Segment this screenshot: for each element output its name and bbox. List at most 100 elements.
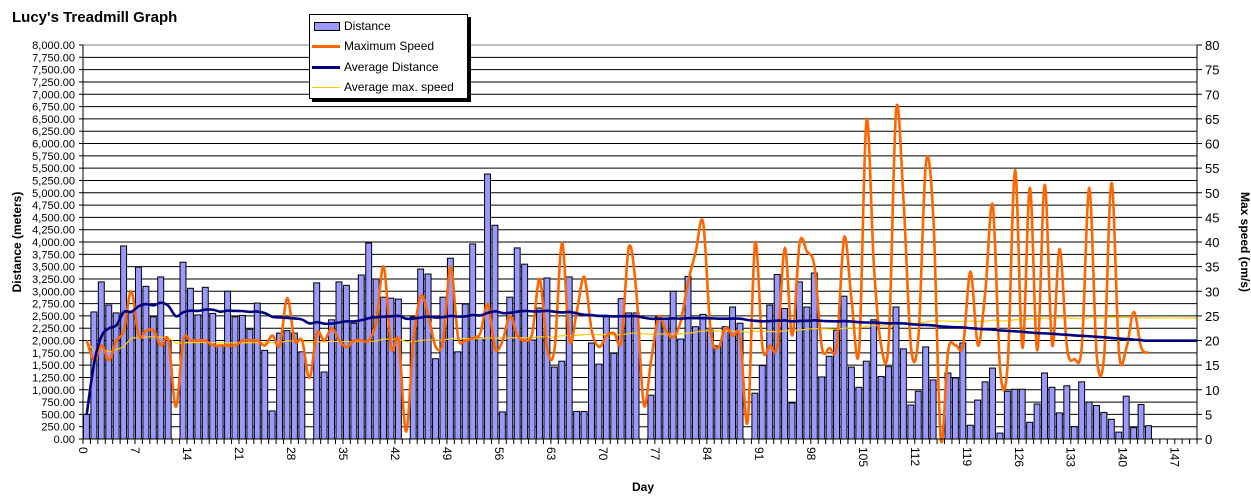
x-tick-label: 7 [128, 447, 142, 454]
distance-bar [1018, 388, 1026, 440]
x-tick-label: 84 [700, 447, 714, 461]
distance-bar [773, 274, 781, 440]
distance-bar [1033, 403, 1041, 440]
y-tick-label: 2,500.00 [32, 311, 75, 323]
y2-tick-label: 60 [1205, 137, 1219, 152]
y2-tick-label: 5 [1205, 407, 1212, 422]
y2-tick-label: 15 [1205, 358, 1219, 373]
x-tick-label: 147 [1168, 447, 1182, 467]
x-tick-label: 126 [1012, 447, 1026, 467]
distance-bar [803, 306, 811, 440]
y2-tick-label: 40 [1205, 235, 1219, 250]
distance-bar [498, 411, 506, 440]
distance-bar [1130, 427, 1138, 440]
distance-bar [432, 358, 439, 440]
avg-distance-line [85, 301, 1198, 415]
orange-line-icon [312, 40, 340, 52]
legend-label: Average Distance [344, 60, 439, 74]
y2-tick-label: 65 [1205, 112, 1219, 127]
distance-bar [550, 366, 558, 440]
distance-bar [313, 282, 321, 440]
x-tick-label: 63 [544, 447, 558, 461]
distance-bar [521, 263, 529, 440]
distance-bar [461, 303, 469, 440]
y2-tick-label: 75 [1205, 63, 1219, 78]
distance-bar [194, 314, 202, 440]
y-tick-label: 7,750.00 [32, 52, 75, 64]
y-tick-label: 6,000.00 [32, 139, 75, 151]
y-tick-label: 1,750.00 [32, 348, 75, 360]
y2-axis-title: Max speed (cm/s) [1238, 192, 1251, 292]
distance-bar [580, 410, 588, 440]
distance-bar [558, 360, 566, 440]
y-tick-label: 3,750.00 [32, 249, 75, 261]
y2-tick-label: 10 [1205, 383, 1219, 398]
y-tick-label: 750.00 [41, 397, 75, 409]
distance-bar [536, 307, 543, 440]
distance-bar [922, 346, 930, 440]
y-tick-label: 4,500.00 [32, 212, 75, 224]
distance-bar [127, 310, 135, 440]
y-tick-label: 5,750.00 [32, 151, 75, 163]
y-tick-label: 3,500.00 [32, 262, 75, 274]
distance-bar [134, 266, 142, 440]
distance-bar [424, 273, 432, 440]
distance-bar [951, 377, 959, 440]
distance-bar [588, 342, 595, 440]
distance-bar [669, 290, 677, 440]
distance-bar [1137, 404, 1145, 440]
y-axis-title: Distance (meters) [10, 192, 24, 293]
y-tick-label: 250.00 [41, 422, 75, 434]
y-tick-label: 500.00 [41, 409, 75, 421]
y-tick-label: 4,750.00 [32, 200, 75, 212]
y-tick-label: 2,000.00 [32, 336, 75, 348]
distance-bar [97, 281, 105, 440]
legend: Distance Maximum Speed Average Distance … [309, 14, 468, 99]
distance-bar [847, 366, 855, 440]
y2-tick-label: 25 [1205, 309, 1219, 324]
distance-bar [268, 410, 276, 440]
distance-bar [528, 339, 536, 440]
distance-bar [766, 304, 774, 440]
distance-bar [513, 247, 521, 440]
distance-bar [996, 432, 1004, 440]
y-tick-label: 6,750.00 [32, 102, 75, 114]
legend-item-distance: Distance [312, 16, 391, 36]
x-axis-title: Day [632, 480, 654, 494]
x-tick-label: 0 [76, 447, 90, 454]
distance-bar [818, 376, 826, 440]
distance-bar [758, 365, 766, 440]
distance-bar [320, 371, 328, 440]
distance-bar [261, 349, 269, 440]
distance-bar [610, 352, 618, 440]
distance-bar [1003, 390, 1011, 440]
distance-bar [892, 306, 900, 440]
distance-bar [342, 284, 350, 440]
chart-title: Lucy's Treadmill Graph [12, 9, 178, 26]
distance-bar [1041, 372, 1048, 440]
distance-bar [1107, 418, 1115, 440]
y-tick-label: 1,000.00 [32, 385, 75, 397]
distance-bar [246, 328, 254, 440]
y-tick-label: 0.00 [54, 434, 75, 446]
y-tick-label: 6,250.00 [32, 126, 75, 138]
distance-bar [929, 379, 937, 440]
distance-bar [647, 394, 655, 440]
y2-tick-label: 35 [1205, 260, 1219, 275]
distance-bar [662, 317, 670, 440]
y2-tick-label: 50 [1205, 186, 1219, 201]
distance-bar [989, 367, 996, 440]
distance-bar [209, 312, 217, 440]
distance-bar [855, 386, 863, 440]
x-tick-label: 77 [648, 447, 662, 461]
y2-tick-label: 30 [1205, 284, 1219, 299]
x-tick-label: 21 [232, 447, 246, 461]
y2-tick-label: 0 [1205, 432, 1212, 447]
distance-bar [870, 319, 878, 440]
distance-bar [105, 304, 113, 440]
y2-tick-label: 20 [1205, 334, 1219, 349]
distance-bar [142, 285, 150, 440]
distance-bar [788, 402, 796, 440]
y-tick-label: 4,250.00 [32, 225, 75, 237]
y-tick-label: 1,500.00 [32, 360, 75, 372]
